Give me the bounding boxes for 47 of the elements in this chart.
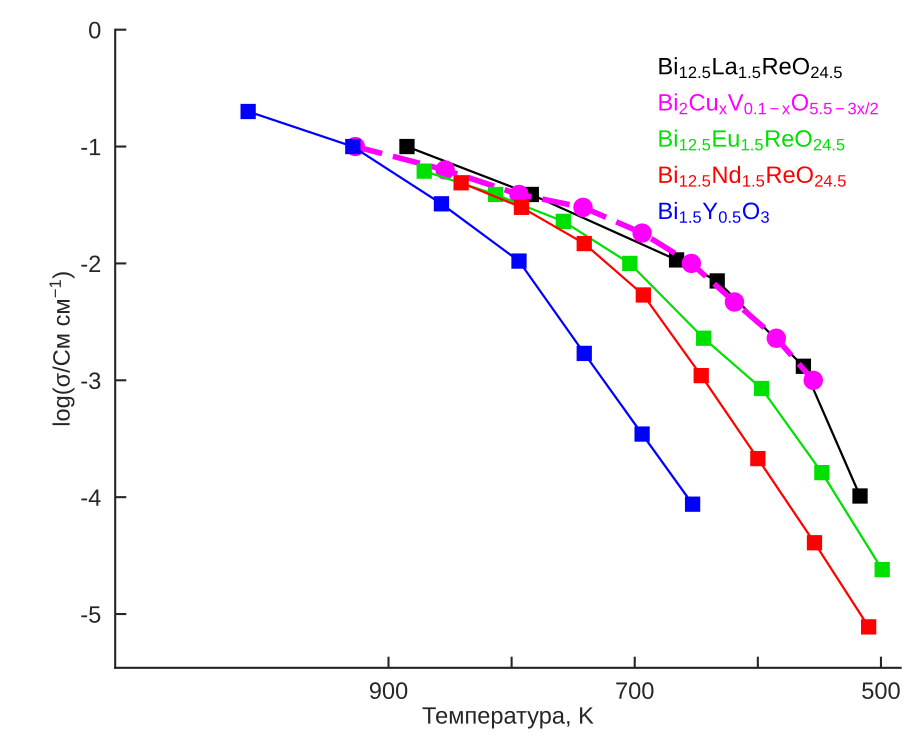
point [435,160,455,180]
y-tick-label: -2 [81,255,100,272]
point [634,426,650,442]
point [576,346,592,362]
y-tick-label: 0 [89,22,100,38]
text: Bi$_{12.5}$Nd$_{1.5}$ReO$_{24.5}$ [659,166,846,187]
point [684,496,700,512]
x-tick-label: 700 [616,682,654,700]
point [696,330,712,346]
point [434,196,450,212]
point [804,370,823,390]
point [556,214,571,229]
point [240,104,256,120]
point [682,254,702,274]
y-tick-label: -4 [81,489,101,506]
point [766,328,786,348]
y-tick-label: -3 [81,372,100,390]
point [416,163,432,179]
x-tick-label: 500 [862,682,900,700]
text: Bi$_{1.5}$Y$_{0.5}$O$_{3}$ [659,202,769,223]
point [806,535,822,550]
x-tick-label: 900 [370,682,408,700]
y-axis-title: log(σ/См см$^{−1}$) [49,272,74,426]
point [874,562,890,578]
point [861,619,876,635]
point [622,256,638,272]
point [573,198,593,218]
point [636,287,651,303]
point [454,175,469,190]
point [514,200,530,215]
y-tick-label: -5 [81,606,100,623]
point [576,236,592,252]
text: Bi$_{12.5}$Eu$_{1.5}$ReO$_{24.5}$ [659,130,844,151]
y-tick-label: -1 [81,138,100,156]
x-axis-title: Температура, K [422,707,594,728]
point [852,488,868,504]
point [724,292,744,312]
point [511,253,527,269]
point [345,138,360,154]
text: Bi$_{2}$Cu$_{x}$V$_{0.1−x}$O$_{5.5−3x/2}$ [659,93,878,114]
point [399,138,415,154]
point [632,223,652,243]
point [814,464,830,480]
point [694,368,709,384]
text: Bi$_{12.5}$La$_{1.5}$ReO$_{24.5}$ [659,57,842,78]
point [750,450,766,466]
point [754,380,770,396]
